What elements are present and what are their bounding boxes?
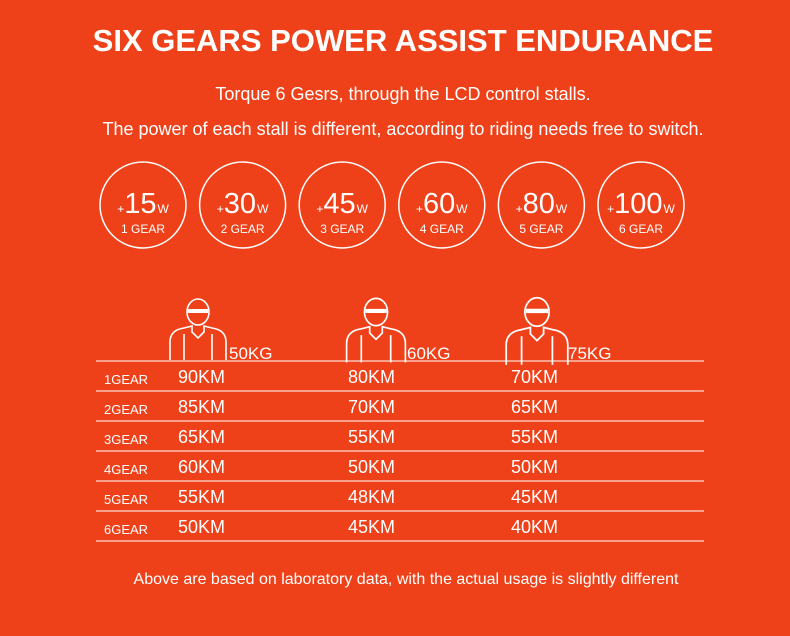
range-value: 80KM: [348, 367, 395, 387]
range-value: 85KM: [178, 397, 225, 417]
gear-value: 45: [323, 188, 355, 220]
gear-power: +80W: [516, 188, 568, 220]
gear-power: +60W: [416, 188, 468, 220]
gear-value: 30: [224, 188, 256, 220]
gear-power: +45W: [316, 188, 368, 220]
rider-head: [186, 298, 210, 326]
rider-icon: [169, 298, 227, 360]
range-value: 45KM: [511, 487, 558, 507]
gear-sign: +: [316, 202, 323, 216]
row-label: 3GEAR: [104, 432, 148, 447]
gear-sign: +: [416, 202, 423, 216]
range-value: 55KM: [348, 427, 395, 447]
row-label: 5GEAR: [104, 492, 148, 507]
gear-circle: [398, 161, 486, 249]
gear-sign: +: [217, 202, 224, 216]
range-value: 40KM: [511, 517, 558, 537]
range-value: 48KM: [348, 487, 395, 507]
gear-value: 80: [523, 188, 555, 220]
range-value: 70KM: [348, 397, 395, 417]
gear-circle: [298, 161, 386, 249]
rider-weight: 50KG: [229, 344, 272, 363]
gear-value: 60: [423, 188, 455, 220]
gear-label: 3 GEAR: [320, 222, 364, 236]
row-label: 4GEAR: [104, 462, 148, 477]
gear-circle: [497, 161, 586, 249]
gear-label: 4 GEAR: [420, 222, 464, 236]
rider-head: [524, 296, 550, 328]
subtitle: The power of each stall is different, ac…: [103, 119, 704, 139]
range-value: 50KM: [511, 457, 558, 477]
gear-label: 5 GEAR: [519, 222, 563, 236]
rider-icon: [505, 296, 569, 365]
range-value: 70KM: [511, 367, 558, 387]
gear-circle: [198, 161, 287, 249]
subtitle: Torque 6 Gesrs, through the LCD control …: [215, 84, 590, 104]
rider-vest: [520, 336, 554, 365]
gear-circle: [597, 161, 685, 249]
gear-circle: [99, 161, 187, 249]
gear-power: +30W: [217, 188, 269, 220]
gear-power: +15W: [117, 188, 169, 220]
gear-unit: W: [556, 202, 568, 216]
range-value: 50KM: [348, 457, 395, 477]
gear-unit: W: [357, 202, 369, 216]
row-label: 1GEAR: [104, 372, 148, 387]
rider-body: [345, 325, 407, 363]
rider-body: [505, 326, 569, 365]
gear-label: 6 GEAR: [619, 222, 663, 236]
gear-unit: W: [157, 202, 169, 216]
range-value: 55KM: [178, 487, 225, 507]
range-value: 90KM: [178, 367, 225, 387]
row-label: 2GEAR: [104, 402, 148, 417]
rider-icon: [345, 297, 407, 363]
gear-unit: W: [456, 202, 468, 216]
gear-unit: W: [664, 202, 676, 216]
rider-vest: [183, 334, 213, 360]
row-label: 6GEAR: [104, 522, 148, 537]
range-value: 65KM: [178, 427, 225, 447]
range-value: 60KM: [178, 457, 225, 477]
rider-vest: [360, 335, 392, 363]
gear-label: 2 GEAR: [221, 222, 265, 236]
footnote: Above are based on laboratory data, with…: [134, 571, 679, 588]
rider-head: [363, 297, 389, 327]
range-value: 65KM: [511, 397, 558, 417]
gear-power: +100W: [607, 188, 675, 220]
gear-sign: +: [117, 202, 124, 216]
rider-body: [169, 324, 227, 360]
gear-sign: +: [516, 202, 523, 216]
gear-unit: W: [257, 202, 269, 216]
range-value: 50KM: [178, 517, 225, 537]
gear-label: 1 GEAR: [121, 222, 165, 236]
range-value: 55KM: [511, 427, 558, 447]
title: SIX GEARS POWER ASSIST ENDURANCE: [93, 23, 714, 58]
range-value: 45KM: [348, 517, 395, 537]
gear-sign: +: [607, 202, 614, 216]
gear-value: 15: [124, 188, 156, 220]
gear-value: 100: [614, 188, 662, 220]
rider-weight: 60KG: [407, 344, 450, 363]
rider-weight: 75KG: [568, 344, 611, 363]
